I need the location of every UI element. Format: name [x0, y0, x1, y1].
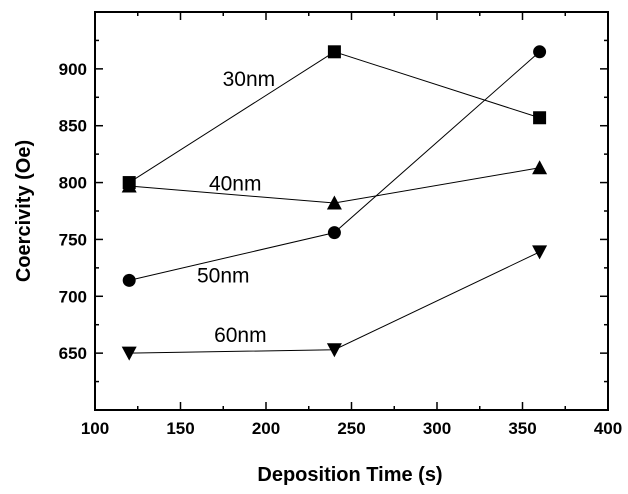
y-axis-ticks: 650 700 750 800 850 900 [59, 11, 608, 411]
series-line [128, 51, 540, 183]
x-tick-label: 350 [508, 419, 536, 438]
series-40nm [121, 160, 548, 210]
annotation-group: 30nm 40nm 50nm 60nm [197, 68, 275, 347]
series-group [121, 45, 548, 361]
x-tick-label: 100 [81, 419, 109, 438]
x-tick-label: 300 [423, 419, 451, 438]
series-60nm [121, 245, 548, 361]
y-axis-title: Coercivity (Oe) [13, 140, 35, 282]
y-tick-label: 900 [59, 60, 87, 79]
data-point [532, 160, 548, 175]
x-tick-label: 400 [594, 419, 622, 438]
data-point [327, 226, 341, 240]
y-tick-label: 800 [59, 174, 87, 193]
y-tick-label: 650 [59, 344, 87, 363]
x-tick-label: 150 [166, 419, 194, 438]
series-line [129, 251, 540, 354]
x-tick-label: 200 [252, 419, 280, 438]
data-point [533, 111, 547, 125]
data-point [533, 45, 547, 59]
x-tick-label: 250 [337, 419, 365, 438]
data-point [327, 45, 341, 59]
series-annotation: 60nm [214, 324, 267, 347]
data-point [326, 195, 342, 210]
data-point [121, 346, 137, 361]
x-axis-ticks: 100 150 200 250 300 350 400 [81, 12, 622, 438]
data-point [121, 178, 137, 193]
data-point [532, 245, 548, 260]
plot-frame [94, 11, 609, 411]
series-annotation: 30nm [223, 68, 276, 91]
data-point [326, 343, 342, 358]
y-tick-label: 750 [59, 230, 87, 249]
series-50nm [122, 45, 547, 287]
data-point [122, 273, 136, 287]
x-axis-title: Deposition Time (s) [257, 464, 442, 486]
y-tick-label: 850 [59, 117, 87, 136]
plot-border [94, 11, 609, 411]
series-annotation: 40nm [209, 173, 262, 196]
series-line [129, 51, 540, 281]
series-annotation: 50nm [197, 265, 250, 288]
series-30nm [122, 45, 547, 190]
y-tick-label: 700 [59, 287, 87, 306]
